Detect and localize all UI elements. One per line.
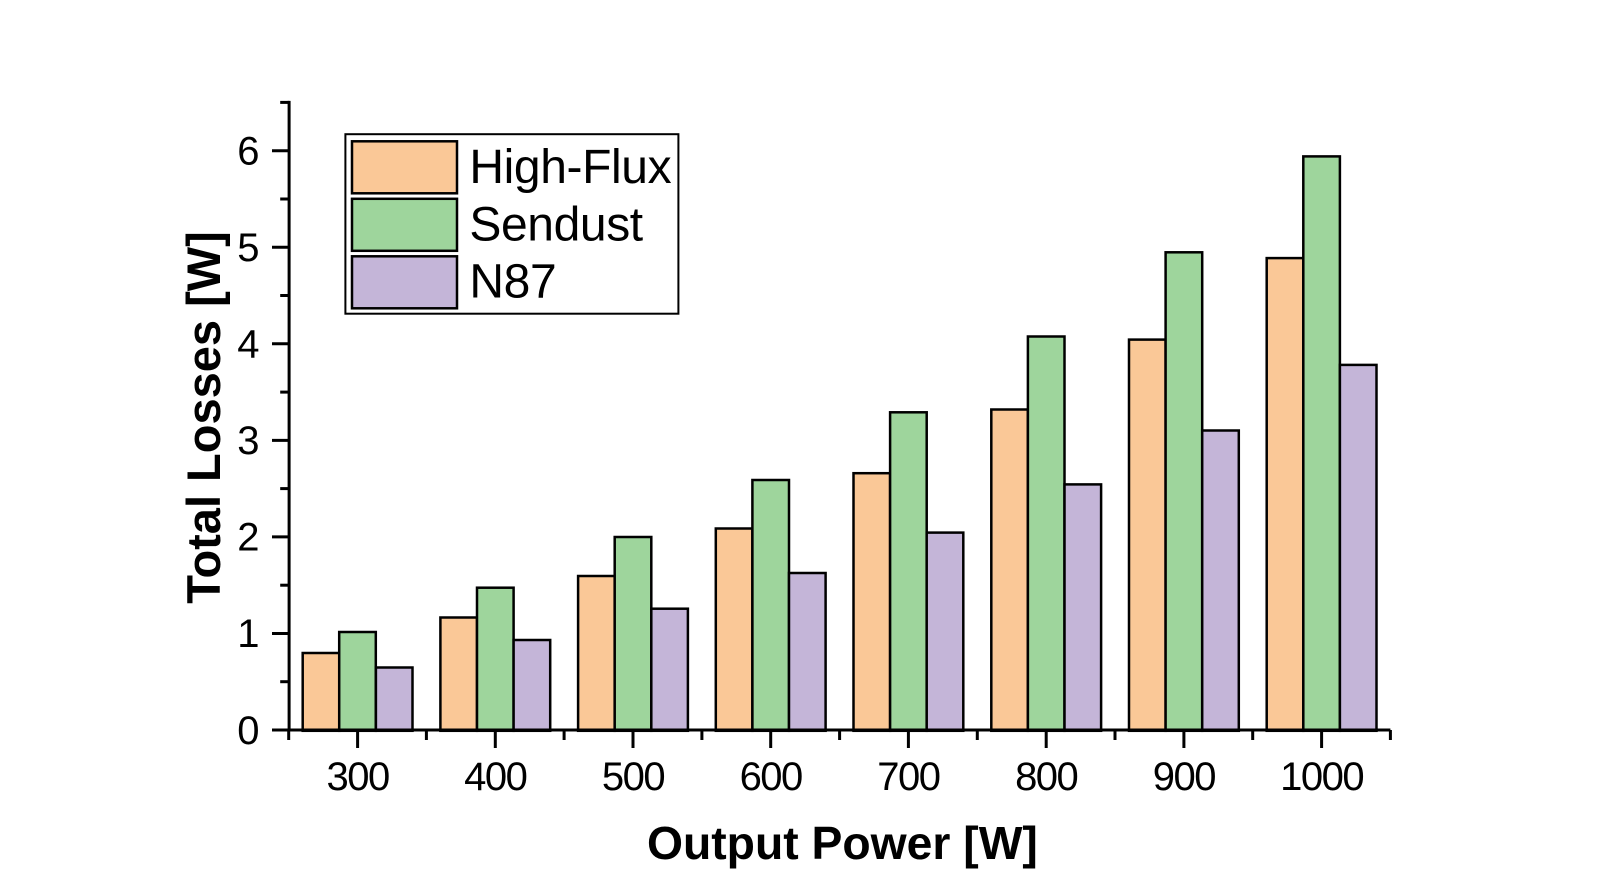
svg-text:1000: 1000 <box>1280 755 1363 799</box>
svg-text:N87: N87 <box>469 256 556 309</box>
svg-text:Sendust: Sendust <box>469 198 642 251</box>
svg-text:2: 2 <box>237 516 259 560</box>
svg-text:400: 400 <box>464 755 526 799</box>
svg-text:6: 6 <box>237 130 259 174</box>
svg-text:900: 900 <box>1153 755 1215 799</box>
svg-text:700: 700 <box>877 755 939 799</box>
svg-text:High-Flux: High-Flux <box>469 141 671 194</box>
svg-text:600: 600 <box>740 755 802 799</box>
svg-text:500: 500 <box>602 755 664 799</box>
svg-text:800: 800 <box>1015 755 1077 799</box>
svg-text:Total Losses [W]: Total Losses [W] <box>177 231 230 604</box>
svg-text:5: 5 <box>237 226 259 270</box>
svg-text:4: 4 <box>237 323 259 367</box>
svg-text:300: 300 <box>326 755 388 799</box>
svg-text:Output Power [W]: Output Power [W] <box>647 817 1038 869</box>
svg-text:1: 1 <box>237 612 259 656</box>
svg-text:3: 3 <box>237 419 259 463</box>
svg-text:0: 0 <box>237 709 259 753</box>
